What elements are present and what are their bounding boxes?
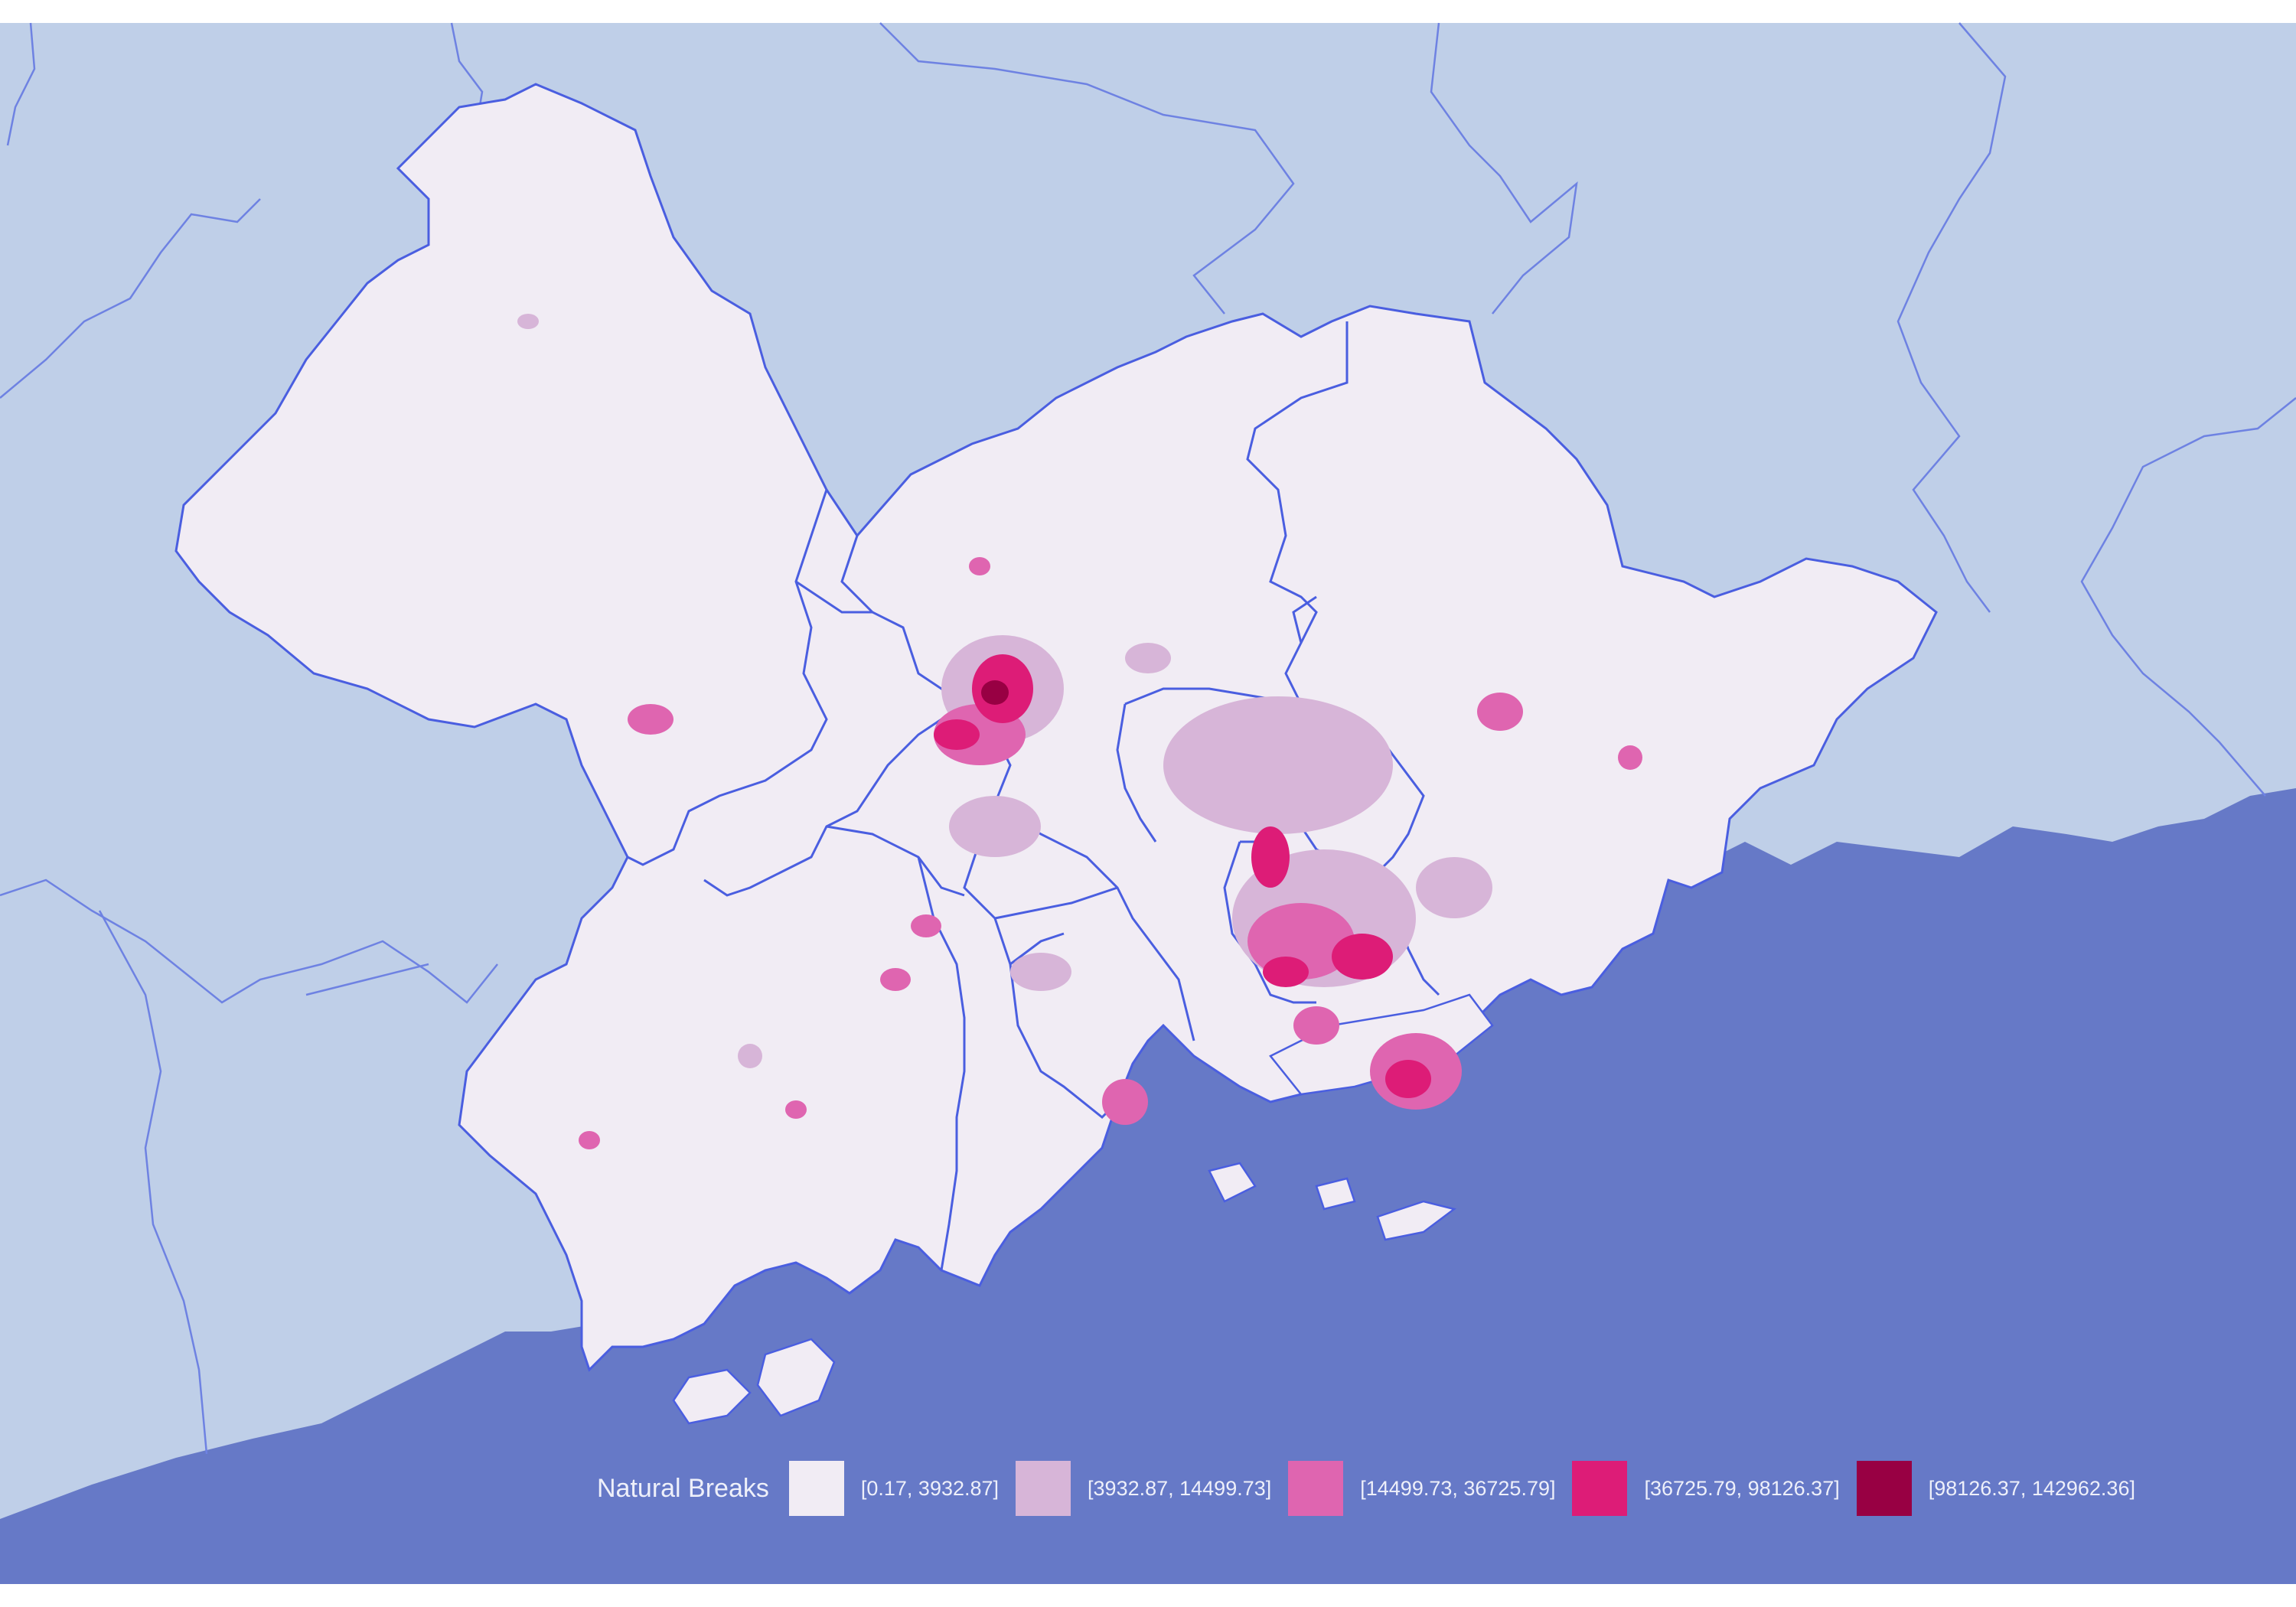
legend-item: [36725.79, 98126.37]: [1572, 1461, 1840, 1516]
legend-item: [98126.37, 142962.36]: [1856, 1461, 2135, 1516]
density-cell: [880, 968, 911, 991]
legend-item: [14499.73, 36725.79]: [1288, 1461, 1555, 1516]
density-cell: [911, 914, 941, 937]
legend-label: [3932.87, 14499.73]: [1088, 1476, 1272, 1500]
surrounding-boundaries: [0, 22, 2296, 1455]
legend: Natural Breaks [0.17, 3932.87] [3932.87,…: [597, 1458, 2273, 1519]
density-cell: [738, 1044, 762, 1068]
density-cell: [1251, 826, 1290, 888]
density-cell: [628, 704, 673, 735]
density-cell: [785, 1100, 807, 1119]
legend-swatch: [1288, 1461, 1344, 1516]
islands: [672, 993, 1494, 1425]
legend-swatch: [1856, 1461, 1912, 1516]
density-cell: [969, 557, 990, 575]
density-cell: [1332, 934, 1393, 980]
study-area: [174, 83, 1938, 1372]
district-boundaries: [627, 321, 1440, 1271]
density-cell: [1125, 643, 1171, 673]
density-cells: [517, 314, 1642, 1149]
density-cell: [949, 796, 1041, 857]
density-cell: [934, 719, 980, 750]
density-cell: [1010, 953, 1071, 991]
density-cell: [981, 680, 1009, 705]
legend-label: [0.17, 3932.87]: [860, 1476, 1000, 1500]
density-cell: [1416, 857, 1492, 918]
density-cell: [1477, 693, 1523, 731]
legend-item: [3932.87, 14499.73]: [1016, 1461, 1271, 1516]
density-cell: [1385, 1060, 1431, 1098]
legend-label: [98126.37, 142962.36]: [1928, 1476, 2135, 1500]
density-cell: [1293, 1006, 1339, 1045]
legend-title: Natural Breaks: [597, 1473, 769, 1503]
legend-item: [0.17, 3932.87]: [788, 1461, 1000, 1516]
density-cell: [517, 314, 539, 329]
density-cell: [1102, 1079, 1148, 1125]
legend-label: [14499.73, 36725.79]: [1360, 1476, 1556, 1500]
density-cell: [1263, 957, 1309, 987]
legend-swatch: [788, 1461, 844, 1516]
sea: [0, 788, 2296, 1584]
legend-swatch: [1016, 1461, 1071, 1516]
legend-swatch: [1572, 1461, 1628, 1516]
density-cell: [579, 1131, 600, 1149]
density-cell: [1618, 745, 1642, 770]
legend-label: [36725.79, 98126.37]: [1644, 1476, 1840, 1500]
density-cell: [1163, 696, 1393, 834]
